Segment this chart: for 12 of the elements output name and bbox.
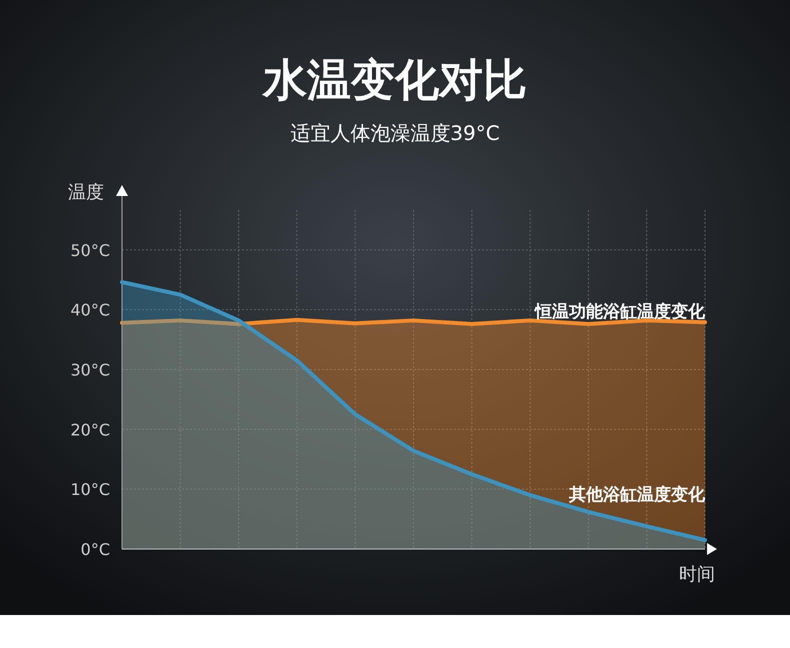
chart-title: 水温变化对比 xyxy=(261,55,527,106)
chart-subtitle: 适宜人体泡澡温度39°C xyxy=(290,121,500,145)
y-tick-label: 50°C xyxy=(70,240,110,260)
y-tick-label: 20°C xyxy=(70,420,110,440)
y-tick-label: 40°C xyxy=(70,300,110,320)
y-tick-label: 10°C xyxy=(70,480,110,500)
y-axis-title: 温度 xyxy=(68,182,104,203)
y-tick-label: 30°C xyxy=(70,360,110,380)
x-axis-title: 时间 xyxy=(679,564,715,585)
y-tick-label: 0°C xyxy=(80,540,110,559)
series-label: 恒温功能浴缸温度变化 xyxy=(534,302,706,322)
series-label: 其他浴缸温度变化 xyxy=(568,485,706,506)
